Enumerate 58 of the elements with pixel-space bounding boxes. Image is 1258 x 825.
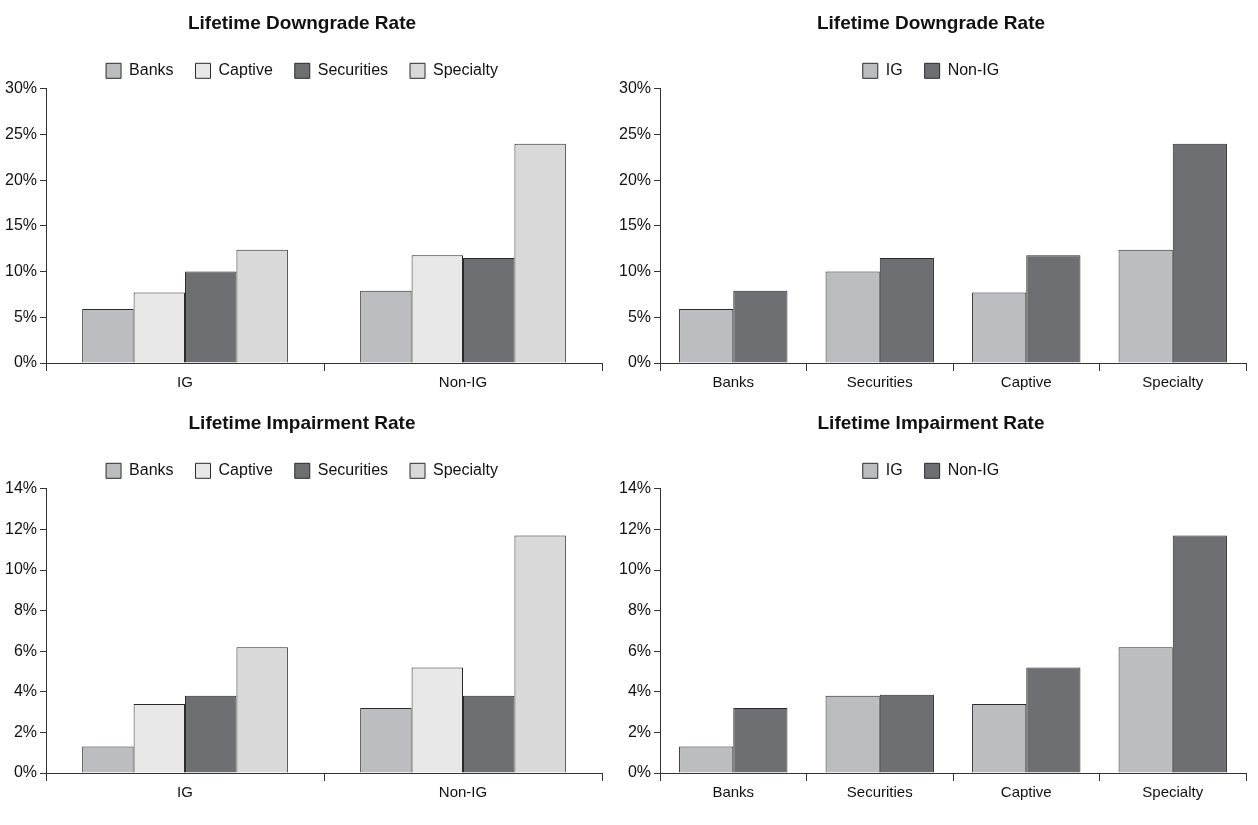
y-tick-label: 12% — [4, 519, 38, 537]
y-tick-label: 20% — [618, 170, 652, 188]
legend-label: IG — [885, 61, 903, 79]
chart-title: Lifetime Downgrade Rate — [816, 11, 1046, 33]
y-tick-label: 15% — [4, 216, 38, 234]
x-tick-label: Non-IG — [438, 783, 488, 801]
x-tick-label: Captive — [1000, 783, 1052, 801]
y-tick-label: 2% — [13, 722, 38, 740]
y-tick-label: 25% — [618, 124, 652, 142]
y-tick-label: 14% — [4, 479, 38, 497]
y-tick-label: 10% — [4, 262, 38, 280]
legend-label: IG — [885, 461, 903, 479]
y-tick-label: 12% — [618, 519, 652, 537]
y-tick-label: 0% — [627, 763, 652, 781]
x-tick-label: Non-IG — [438, 373, 488, 391]
y-tick-label: 10% — [4, 560, 38, 578]
legend-label: Specialty — [433, 461, 498, 479]
x-tick-label: Specialty — [1142, 783, 1204, 801]
legend-label: Securities — [317, 461, 389, 479]
y-tick-label: 4% — [13, 682, 38, 700]
chart-title: Lifetime Downgrade Rate — [187, 11, 417, 33]
x-tick-label: Captive — [1000, 373, 1052, 391]
legend-label: Captive — [218, 61, 273, 79]
y-tick-label: 0% — [13, 353, 38, 371]
x-tick-label: Securities — [846, 783, 913, 801]
y-tick-label: 20% — [4, 170, 38, 188]
x-tick-label: Banks — [712, 783, 755, 801]
legend-label: Captive — [218, 461, 273, 479]
x-tick-label: Securities — [846, 373, 913, 391]
x-tick-label: Banks — [712, 373, 755, 391]
y-tick-label: 25% — [4, 124, 38, 142]
y-tick-label: 30% — [4, 79, 38, 97]
y-tick-label: 15% — [618, 216, 652, 234]
legend-label: Banks — [129, 461, 174, 479]
x-tick-label: IG — [177, 783, 193, 801]
y-tick-label: 8% — [13, 601, 38, 619]
legend-label: Specialty — [433, 61, 498, 79]
x-tick-label: IG — [177, 373, 193, 391]
chart-title: Lifetime Impairment Rate — [188, 411, 416, 433]
y-tick-label: 8% — [627, 601, 652, 619]
legend-label: Securities — [317, 61, 389, 79]
x-tick-label: Specialty — [1142, 373, 1204, 391]
legend-label: Banks — [129, 61, 174, 79]
legend-label: Non-IG — [947, 461, 1000, 479]
y-tick-label: 30% — [618, 79, 652, 97]
chart-title: Lifetime Impairment Rate — [817, 411, 1045, 433]
y-tick-label: 6% — [13, 641, 38, 659]
y-tick-label: 2% — [627, 722, 652, 740]
y-tick-label: 14% — [618, 479, 652, 497]
y-tick-label: 4% — [627, 682, 652, 700]
y-tick-label: 0% — [627, 353, 652, 371]
y-tick-label: 5% — [13, 307, 38, 325]
y-tick-label: 6% — [627, 641, 652, 659]
y-tick-label: 5% — [627, 307, 652, 325]
y-tick-label: 10% — [618, 262, 652, 280]
y-tick-label: 0% — [13, 763, 38, 781]
legend-label: Non-IG — [947, 61, 1000, 79]
y-tick-label: 10% — [618, 560, 652, 578]
